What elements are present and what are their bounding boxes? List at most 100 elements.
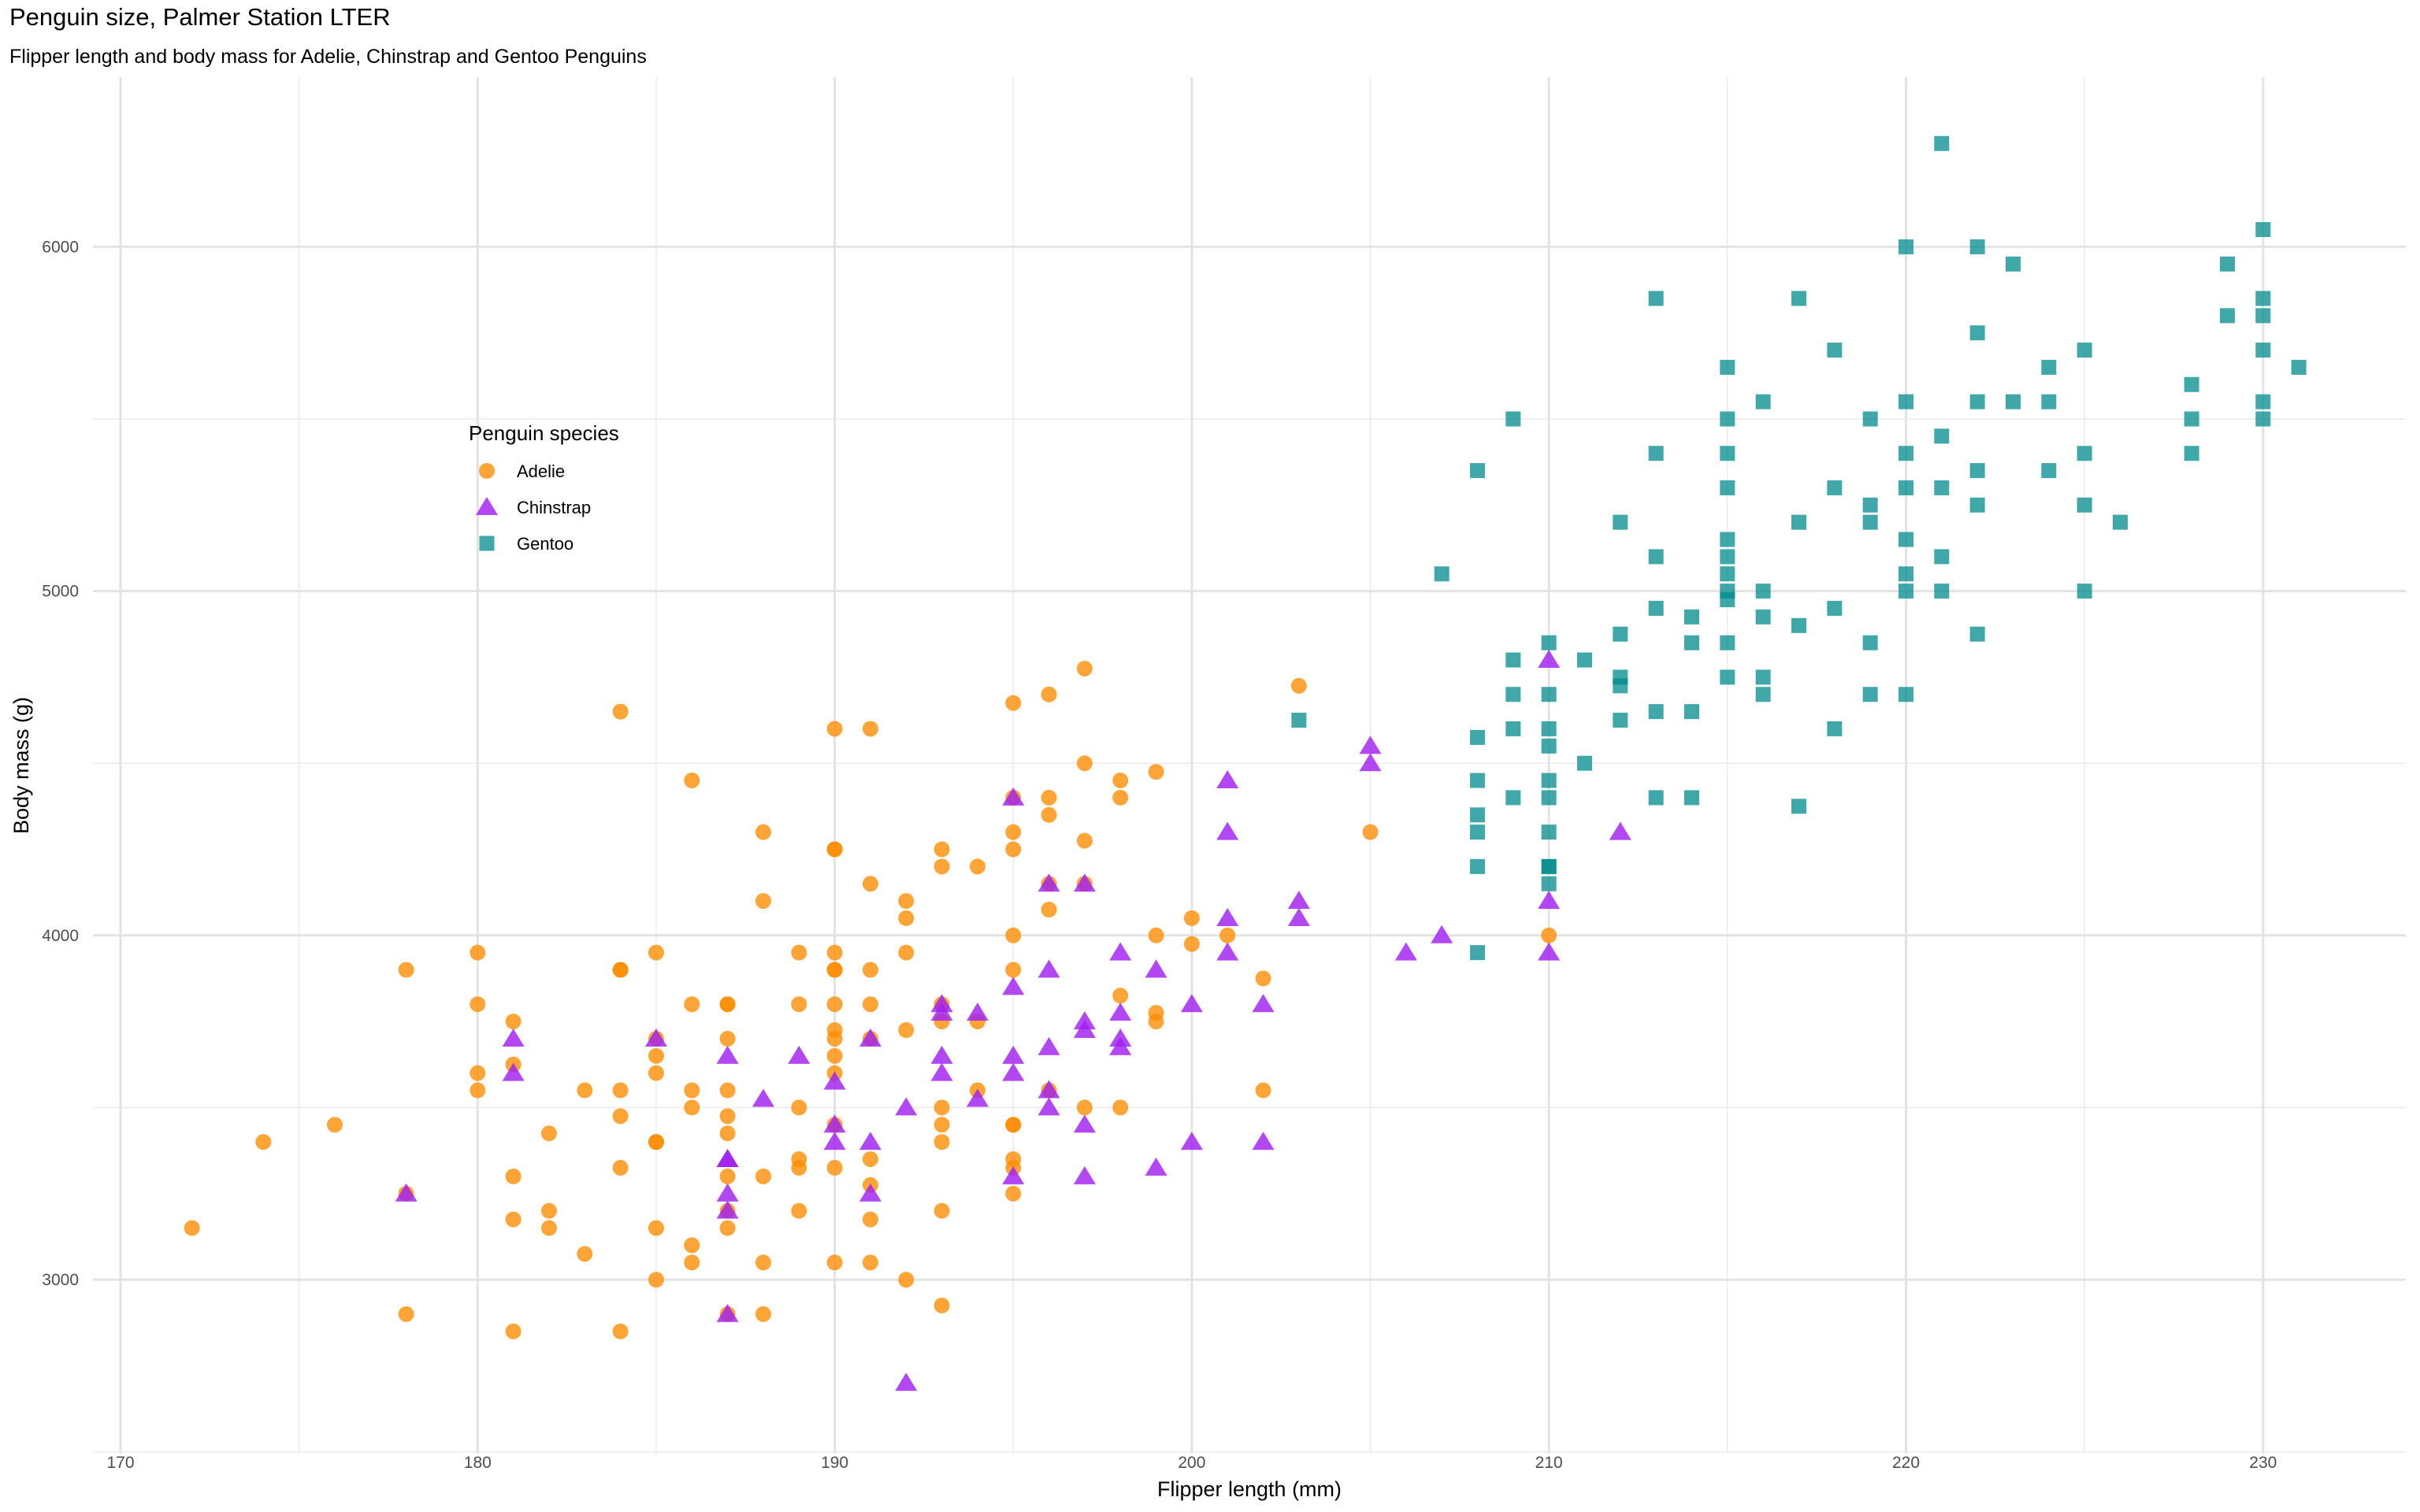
chinstrap-point bbox=[1073, 1166, 1096, 1184]
adelie-point bbox=[1076, 832, 1093, 849]
adelie-point bbox=[684, 1254, 700, 1271]
chinstrap-point bbox=[1180, 994, 1203, 1013]
gentoo-point bbox=[1899, 446, 1913, 461]
adelie-point bbox=[648, 944, 664, 961]
gentoo-point bbox=[1505, 790, 1521, 806]
adelie-point bbox=[1041, 806, 1057, 823]
adelie-point bbox=[1183, 936, 1200, 952]
gentoo-point bbox=[1684, 609, 1700, 624]
gentoo-point bbox=[1434, 566, 1449, 582]
adelie-point bbox=[470, 1082, 486, 1099]
chinstrap-point bbox=[1538, 650, 1561, 669]
adelie-point bbox=[1005, 962, 1022, 978]
adelie-point bbox=[505, 1014, 521, 1030]
adelie-point bbox=[505, 1168, 521, 1184]
adelie-point bbox=[612, 1159, 629, 1176]
gentoo-point bbox=[1470, 463, 1486, 479]
y-tick-label: 4000 bbox=[42, 927, 79, 945]
chinstrap-point bbox=[716, 1183, 739, 1202]
chinstrap-point bbox=[1109, 1036, 1132, 1055]
gentoo-point bbox=[1755, 669, 1771, 685]
gentoo-point bbox=[1720, 566, 1735, 582]
gentoo-point bbox=[1613, 626, 1628, 642]
gentoo-point bbox=[1791, 291, 1807, 306]
gentoo-point bbox=[1720, 480, 1735, 495]
adelie-point bbox=[470, 996, 486, 1013]
adelie-point bbox=[1112, 988, 1129, 1004]
chinstrap-point bbox=[716, 1148, 739, 1167]
data-points bbox=[184, 135, 2307, 1392]
chart-title: Penguin size, Palmer Station LTER bbox=[9, 3, 391, 31]
chinstrap-point bbox=[1002, 1166, 1025, 1184]
adelie-point bbox=[933, 1203, 950, 1219]
gentoo-point bbox=[1969, 325, 1985, 341]
x-tick-label: 220 bbox=[1892, 1454, 1920, 1472]
chinstrap-point bbox=[823, 1071, 846, 1090]
adelie-point bbox=[1005, 824, 1022, 840]
gentoo-point bbox=[1934, 549, 1950, 565]
gentoo-point bbox=[1648, 704, 1664, 720]
adelie-point bbox=[719, 1108, 736, 1125]
gentoo-point bbox=[1577, 652, 1593, 668]
adelie-point bbox=[719, 1082, 736, 1099]
adelie-point bbox=[862, 962, 878, 978]
adelie-point bbox=[398, 962, 414, 978]
adelie-point bbox=[505, 1211, 521, 1228]
gentoo-point bbox=[1934, 135, 1950, 151]
adelie-point bbox=[505, 1323, 521, 1340]
adelie-point bbox=[755, 893, 771, 910]
gentoo-point bbox=[2255, 394, 2271, 410]
legend-title: Penguin species bbox=[469, 421, 619, 445]
adelie-point bbox=[1041, 686, 1057, 702]
gentoo-point bbox=[1541, 876, 1557, 891]
x-axis-title: Flipper length (mm) bbox=[1157, 1477, 1342, 1501]
adelie-point bbox=[1076, 660, 1093, 676]
gentoo-point bbox=[1755, 584, 1771, 599]
gentoo-point bbox=[1470, 807, 1486, 823]
chinstrap-point bbox=[502, 1028, 525, 1047]
adelie-point bbox=[826, 1254, 843, 1271]
chinstrap-point bbox=[1145, 1157, 1167, 1176]
legend-label: Chinstrap bbox=[517, 498, 591, 517]
adelie-point bbox=[577, 1246, 593, 1262]
gentoo-point bbox=[2255, 291, 2271, 306]
x-tick-label: 190 bbox=[821, 1454, 848, 1472]
adelie-point bbox=[1005, 695, 1022, 711]
gentoo-point bbox=[1541, 790, 1557, 806]
gentoo-point bbox=[1470, 825, 1486, 840]
gentoo-point bbox=[1541, 858, 1557, 874]
adelie-point bbox=[826, 1159, 843, 1176]
gentoo-point bbox=[1827, 343, 1843, 358]
adelie-point bbox=[684, 1082, 700, 1099]
chinstrap-point bbox=[1287, 907, 1310, 926]
adelie-point bbox=[684, 1237, 700, 1254]
x-tick-label: 170 bbox=[106, 1454, 134, 1472]
chinstrap-point bbox=[1037, 1097, 1060, 1116]
y-axis-title: Body mass (g) bbox=[9, 697, 33, 834]
chinstrap-point bbox=[1180, 1132, 1203, 1151]
adelie-point bbox=[933, 858, 950, 875]
gentoo-point bbox=[1470, 773, 1486, 788]
adelie-point bbox=[933, 1297, 950, 1314]
gentoo-point bbox=[1720, 549, 1735, 565]
adelie-point bbox=[184, 1220, 200, 1236]
adelie-point bbox=[1005, 927, 1022, 943]
tick-labels: 170 180 190 200 210 220 230 3000 4000 5000 6000 bbox=[42, 238, 2277, 1472]
gentoo-point bbox=[1969, 497, 1985, 513]
y-tick-label: 6000 bbox=[42, 238, 79, 256]
adelie-point bbox=[826, 1047, 843, 1064]
gentoo-point bbox=[1577, 755, 1593, 771]
gentoo-point bbox=[1899, 239, 1913, 254]
chinstrap-point bbox=[716, 1045, 739, 1064]
gentoo-point bbox=[1648, 291, 1664, 306]
adelie-point bbox=[933, 1099, 950, 1116]
gentoo-point bbox=[1720, 411, 1735, 427]
gentoo-point bbox=[2005, 256, 2021, 272]
gentoo-point bbox=[2041, 463, 2057, 479]
chinstrap-point bbox=[1037, 1080, 1060, 1099]
gentoo-point bbox=[1969, 394, 1985, 410]
adelie-point bbox=[398, 1306, 414, 1322]
gentoo-point bbox=[1470, 945, 1486, 961]
legend: Penguin species Adelie Chinstrap Gentoo bbox=[469, 421, 619, 554]
